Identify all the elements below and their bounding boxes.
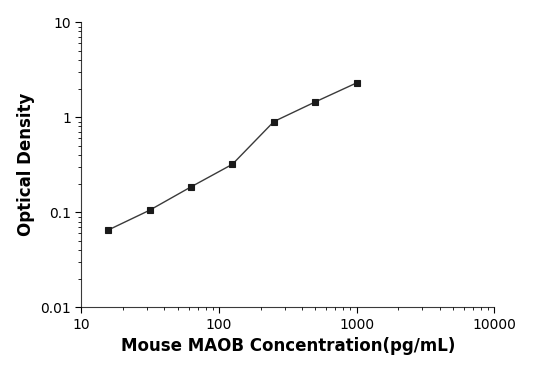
Y-axis label: Optical Density: Optical Density: [17, 93, 35, 237]
X-axis label: Mouse MAOB Concentration(pg/mL): Mouse MAOB Concentration(pg/mL): [120, 337, 455, 355]
